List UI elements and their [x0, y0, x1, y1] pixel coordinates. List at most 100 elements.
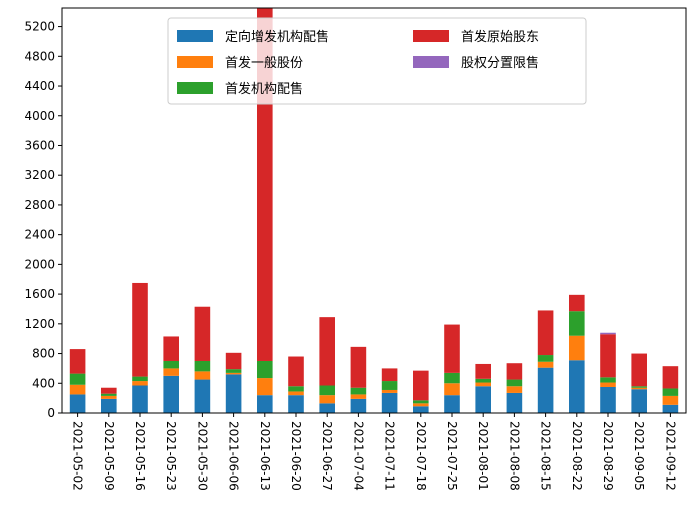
bar-segment-series-1-2021-06-13 — [257, 378, 273, 396]
bar-segment-series-2-2021-08-08 — [506, 379, 523, 387]
legend-label: 首发机构配售 — [225, 81, 303, 97]
bar-segment-series-1-2021-07-04 — [350, 394, 367, 399]
bar-segment-series-0-2021-05-23 — [163, 375, 179, 413]
bar-segment-series-0-2021-06-27 — [319, 403, 335, 413]
x-tick-label: 2021-05-02 — [71, 421, 85, 491]
bar-segment-series-2-2021-07-18 — [413, 400, 429, 404]
bar-segment-series-3-2021-06-06 — [225, 352, 242, 370]
bar-segment-series-1-2021-06-27 — [319, 395, 335, 404]
x-tick-label: 2021-05-16 — [133, 421, 147, 491]
bar-segment-series-3-2021-05-30 — [194, 306, 211, 361]
bar-segment-series-1-2021-05-16 — [132, 381, 148, 386]
bar-segment-series-1-2021-09-12 — [662, 395, 679, 405]
bar-segment-series-4-2021-08-29 — [600, 332, 616, 335]
bar-segment-series-3-2021-05-16 — [132, 282, 148, 377]
x-tick-label: 2021-08-29 — [601, 421, 615, 491]
bar-segment-series-0-2021-05-30 — [194, 379, 211, 413]
x-tick-label: 2021-05-23 — [164, 421, 178, 491]
bar-segment-series-1-2021-06-06 — [225, 372, 242, 375]
x-tick-label: 2021-08-15 — [539, 421, 553, 491]
bar-segment-series-2-2021-09-05 — [631, 386, 647, 388]
y-tick-label: 4800 — [24, 49, 55, 63]
bar-segment-series-2-2021-08-15 — [537, 355, 554, 362]
bar-segment-series-1-2021-07-18 — [413, 403, 429, 407]
bar-segment-series-0-2021-08-08 — [506, 392, 523, 413]
x-tick-label: 2021-05-09 — [102, 421, 116, 491]
bar-segment-series-2-2021-09-12 — [662, 388, 679, 396]
bar-segment-series-0-2021-07-25 — [444, 395, 460, 413]
bar-segment-series-2-2021-05-23 — [163, 360, 179, 369]
bar-segment-series-0-2021-08-01 — [475, 386, 491, 413]
legend-label: 股权分置限售 — [461, 55, 539, 71]
y-tick-label: 3200 — [24, 168, 55, 182]
y-tick-label: 400 — [32, 376, 55, 390]
bar-segment-series-0-2021-06-20 — [288, 395, 304, 413]
bar-segment-series-3-2021-08-08 — [506, 363, 523, 380]
y-tick-label: 4400 — [24, 79, 55, 93]
bar-segment-series-2-2021-05-09 — [101, 393, 117, 396]
bar-segment-series-0-2021-06-06 — [225, 374, 242, 413]
bar-segment-series-2-2021-05-16 — [132, 376, 148, 382]
bar-segment-series-0-2021-08-15 — [537, 367, 554, 413]
bar-segment-series-2-2021-06-20 — [288, 386, 304, 392]
bar-segment-series-0-2021-07-11 — [381, 392, 398, 413]
bar-segment-series-1-2021-07-25 — [444, 383, 460, 396]
bar-segment-series-1-2021-08-01 — [475, 382, 491, 387]
bar-segment-series-2-2021-07-04 — [350, 387, 367, 395]
legend-swatch — [413, 30, 449, 42]
bar-segment-series-3-2021-05-23 — [163, 336, 179, 361]
legend-swatch — [177, 56, 213, 68]
bar-segment-series-3-2021-09-12 — [662, 366, 679, 389]
y-tick-label: 1200 — [24, 317, 55, 331]
bar-segment-series-3-2021-07-04 — [350, 346, 367, 388]
bar-segment-series-2-2021-08-22 — [569, 311, 585, 336]
y-tick-label: 4000 — [24, 109, 55, 123]
bar-segment-series-0-2021-05-16 — [132, 385, 148, 413]
x-tick-label: 2021-08-01 — [476, 421, 490, 491]
bar-segment-series-2-2021-05-30 — [194, 360, 211, 372]
bar-segment-series-2-2021-07-11 — [381, 381, 398, 390]
y-tick-label: 1600 — [24, 287, 55, 301]
bar-segment-series-1-2021-05-09 — [101, 395, 117, 399]
bar-segment-series-3-2021-06-20 — [288, 356, 304, 387]
bar-segment-series-0-2021-08-29 — [600, 386, 616, 413]
bar-segment-series-2-2021-05-02 — [69, 373, 86, 385]
bar-segment-series-0-2021-08-22 — [569, 360, 585, 413]
bar-segment-series-0-2021-05-02 — [69, 394, 86, 413]
y-tick-label: 2400 — [24, 228, 55, 242]
bar-segment-series-1-2021-07-11 — [381, 389, 398, 393]
plot-frame — [61, 7, 687, 414]
bar-segment-series-3-2021-08-29 — [600, 334, 616, 378]
bar-segment-series-3-2021-08-01 — [475, 363, 491, 379]
x-tick-label: 2021-07-11 — [383, 421, 397, 491]
bar-segment-series-1-2021-08-08 — [506, 386, 523, 393]
bar-segment-series-3-2021-09-05 — [631, 353, 647, 387]
x-tick-label: 2021-07-25 — [445, 421, 459, 491]
bars-layer — [69, 8, 679, 413]
bar-segment-series-0-2021-07-18 — [413, 406, 429, 413]
y-tick-label: 3600 — [24, 138, 55, 152]
legend-swatch — [413, 56, 449, 68]
x-tick-label: 2021-08-22 — [570, 421, 584, 491]
bar-segment-series-3-2021-08-15 — [537, 310, 554, 356]
y-tick-label: 2800 — [24, 198, 55, 212]
x-tick-label: 2021-08-08 — [507, 421, 521, 491]
bar-segment-series-2-2021-06-06 — [225, 369, 242, 373]
bar-segment-series-3-2021-05-09 — [101, 387, 117, 394]
bar-segment-series-1-2021-05-30 — [194, 371, 211, 380]
bar-segment-series-3-2021-05-02 — [69, 349, 86, 374]
bar-segment-series-2-2021-07-25 — [444, 372, 460, 384]
x-axis: 2021-05-02 2021-05-09 2021-05-16 2021-05-23… — [71, 413, 677, 491]
y-axis: 0 400 800 1200 1600 2000 2400 2800 3200 3600 4000 4… — [24, 20, 62, 420]
legend-label: 定向增发机构配售 — [225, 29, 329, 45]
x-tick-label: 2021-06-27 — [320, 421, 334, 491]
x-tick-label: 2021-06-13 — [258, 421, 272, 491]
bar-segment-series-1-2021-08-22 — [569, 335, 585, 361]
bar-segment-series-2-2021-08-29 — [600, 377, 616, 383]
x-tick-label: 2021-09-05 — [632, 421, 646, 491]
bar-segment-series-3-2021-07-11 — [381, 368, 398, 382]
bar-segment-series-0-2021-05-09 — [101, 398, 117, 413]
bar-segment-series-3-2021-06-27 — [319, 317, 335, 386]
